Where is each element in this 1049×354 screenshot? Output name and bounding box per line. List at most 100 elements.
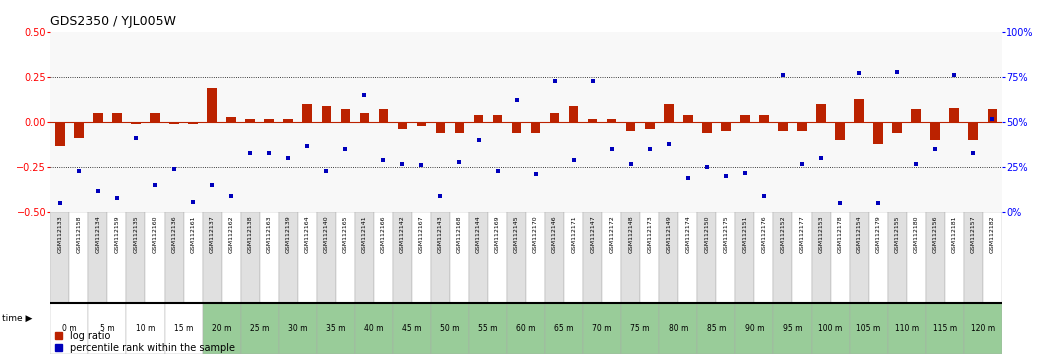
Bar bbox=[869, 212, 887, 303]
Bar bbox=[583, 212, 602, 303]
Text: 55 m: 55 m bbox=[478, 324, 498, 333]
Bar bbox=[431, 212, 450, 303]
Bar bbox=[264, 119, 274, 122]
Bar bbox=[626, 122, 636, 131]
Text: GSM112153: GSM112153 bbox=[818, 215, 823, 253]
Bar bbox=[279, 212, 298, 303]
Text: GSM112144: GSM112144 bbox=[476, 215, 481, 253]
Bar bbox=[279, 303, 317, 354]
Text: GSM112146: GSM112146 bbox=[552, 215, 557, 253]
Bar bbox=[773, 212, 792, 303]
Bar bbox=[930, 122, 940, 140]
Bar bbox=[679, 212, 698, 303]
Bar bbox=[50, 212, 69, 303]
Bar bbox=[56, 122, 65, 145]
Text: GSM112168: GSM112168 bbox=[457, 215, 462, 253]
Text: 25 m: 25 m bbox=[250, 324, 270, 333]
Text: 50 m: 50 m bbox=[441, 324, 459, 333]
Bar bbox=[797, 122, 807, 131]
Text: GSM112160: GSM112160 bbox=[152, 215, 157, 253]
Bar bbox=[602, 212, 621, 303]
Bar bbox=[698, 212, 716, 303]
Bar bbox=[564, 212, 583, 303]
Bar bbox=[184, 212, 202, 303]
Text: GSM112181: GSM112181 bbox=[951, 215, 957, 253]
Text: GSM112136: GSM112136 bbox=[172, 215, 176, 253]
Bar bbox=[778, 122, 788, 131]
Text: GSM112149: GSM112149 bbox=[666, 215, 671, 253]
Bar bbox=[964, 303, 1002, 354]
Text: GSM112164: GSM112164 bbox=[305, 215, 309, 253]
Bar bbox=[298, 212, 317, 303]
Text: 75 m: 75 m bbox=[630, 324, 650, 333]
Text: GSM112180: GSM112180 bbox=[914, 215, 919, 253]
Text: GSM112150: GSM112150 bbox=[704, 215, 709, 253]
Text: 95 m: 95 m bbox=[783, 324, 802, 333]
Bar bbox=[127, 212, 146, 303]
Bar bbox=[412, 212, 431, 303]
Bar bbox=[812, 303, 850, 354]
Bar bbox=[550, 113, 559, 122]
Text: 40 m: 40 m bbox=[364, 324, 384, 333]
Text: GSM112140: GSM112140 bbox=[324, 215, 328, 253]
Text: 70 m: 70 m bbox=[593, 324, 612, 333]
Text: GSM112156: GSM112156 bbox=[933, 215, 938, 253]
Bar bbox=[645, 122, 655, 129]
Text: 30 m: 30 m bbox=[288, 324, 307, 333]
Bar bbox=[583, 303, 621, 354]
Text: GSM112159: GSM112159 bbox=[114, 215, 120, 253]
Bar bbox=[545, 212, 564, 303]
Text: 120 m: 120 m bbox=[970, 324, 994, 333]
Bar bbox=[507, 303, 545, 354]
Bar bbox=[493, 115, 502, 122]
Bar bbox=[93, 113, 103, 122]
Text: GSM112133: GSM112133 bbox=[58, 215, 62, 253]
Bar bbox=[283, 119, 293, 122]
Bar bbox=[850, 303, 887, 354]
Bar bbox=[416, 122, 426, 126]
Text: GSM112137: GSM112137 bbox=[210, 215, 215, 253]
Bar bbox=[208, 88, 217, 122]
Bar bbox=[512, 122, 521, 133]
Bar bbox=[127, 303, 165, 354]
Bar bbox=[754, 212, 773, 303]
Text: GSM112171: GSM112171 bbox=[571, 215, 576, 253]
Bar bbox=[469, 303, 507, 354]
Text: 110 m: 110 m bbox=[895, 324, 919, 333]
Bar bbox=[398, 122, 407, 129]
Bar bbox=[527, 212, 545, 303]
Text: GSM112155: GSM112155 bbox=[895, 215, 900, 253]
Bar bbox=[221, 212, 240, 303]
Bar bbox=[621, 212, 640, 303]
Bar bbox=[507, 212, 527, 303]
Bar bbox=[336, 212, 355, 303]
Text: 105 m: 105 m bbox=[856, 324, 881, 333]
Bar bbox=[74, 122, 84, 138]
Bar bbox=[735, 303, 773, 354]
Text: GSM112178: GSM112178 bbox=[837, 215, 842, 253]
Bar bbox=[454, 122, 465, 133]
Bar bbox=[69, 212, 88, 303]
Text: GSM112176: GSM112176 bbox=[762, 215, 767, 253]
Bar bbox=[165, 303, 202, 354]
Bar bbox=[341, 109, 350, 122]
Bar bbox=[112, 113, 122, 122]
Text: GSM112172: GSM112172 bbox=[609, 215, 615, 253]
Text: GSM112139: GSM112139 bbox=[285, 215, 291, 253]
Bar bbox=[759, 115, 769, 122]
Text: GSM112158: GSM112158 bbox=[77, 215, 82, 253]
Text: GSM112166: GSM112166 bbox=[381, 215, 386, 253]
Bar bbox=[545, 303, 583, 354]
Bar bbox=[393, 303, 431, 354]
Text: 85 m: 85 m bbox=[707, 324, 726, 333]
Bar bbox=[355, 212, 373, 303]
Bar bbox=[474, 115, 484, 122]
Bar bbox=[317, 303, 355, 354]
Bar bbox=[874, 122, 883, 144]
Bar bbox=[240, 303, 279, 354]
Text: 115 m: 115 m bbox=[933, 324, 957, 333]
Bar bbox=[202, 303, 240, 354]
Text: GSM112148: GSM112148 bbox=[628, 215, 634, 253]
Bar bbox=[683, 115, 692, 122]
Bar bbox=[887, 303, 925, 354]
